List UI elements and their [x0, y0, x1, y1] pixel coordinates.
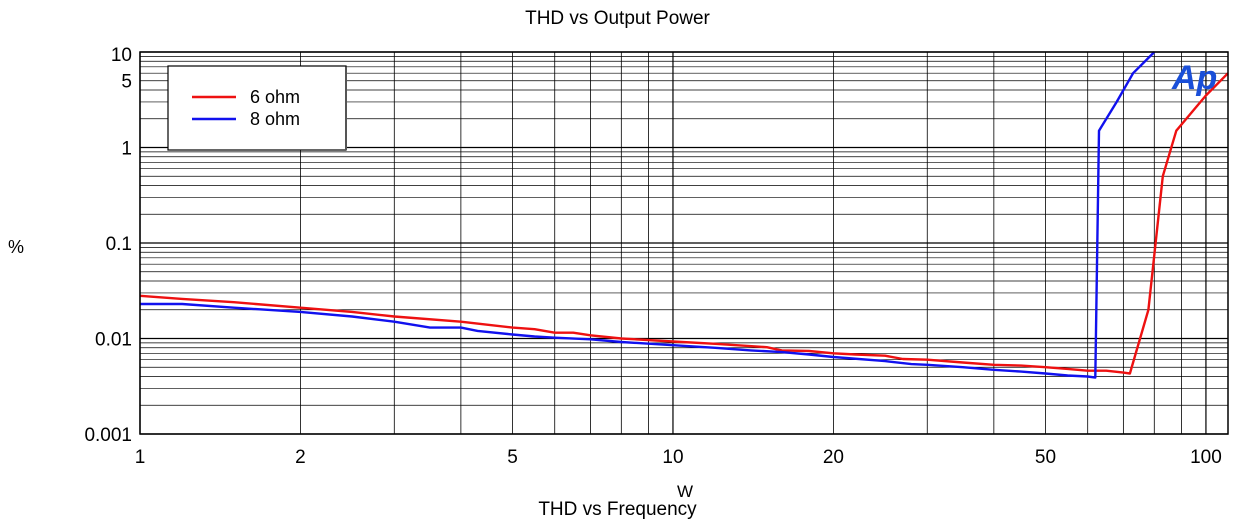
x-tick-label: 1	[135, 447, 146, 468]
y-tick-labels: 0.001 0.01 0.1 1 5 10	[84, 45, 132, 446]
x-tick-label: 20	[823, 447, 844, 468]
legend-label: 8 ohm	[250, 109, 300, 129]
y-tick-label: 10	[111, 45, 132, 66]
x-axis-label: W	[677, 482, 693, 501]
y-tick-label: 0.001	[84, 425, 132, 446]
legend-label: 6 ohm	[250, 87, 300, 107]
x-tick-label: 100	[1190, 447, 1222, 468]
x-tick-labels: 1 2 5 10 20 50 100	[135, 447, 1222, 468]
x-tick-label: 5	[507, 447, 518, 468]
x-tick-label: 50	[1035, 447, 1056, 468]
x-tick-label: 10	[662, 447, 683, 468]
y-tick-label: 0.01	[95, 330, 132, 351]
x-tick-label: 2	[295, 447, 306, 468]
ap-logo: Ap	[1171, 59, 1217, 97]
y-axis-label: %	[8, 237, 24, 257]
y-tick-label: 0.1	[106, 234, 132, 255]
y-tick-label: 1	[121, 139, 132, 160]
y-tick-label: 5	[121, 72, 132, 93]
legend-box	[168, 66, 346, 150]
